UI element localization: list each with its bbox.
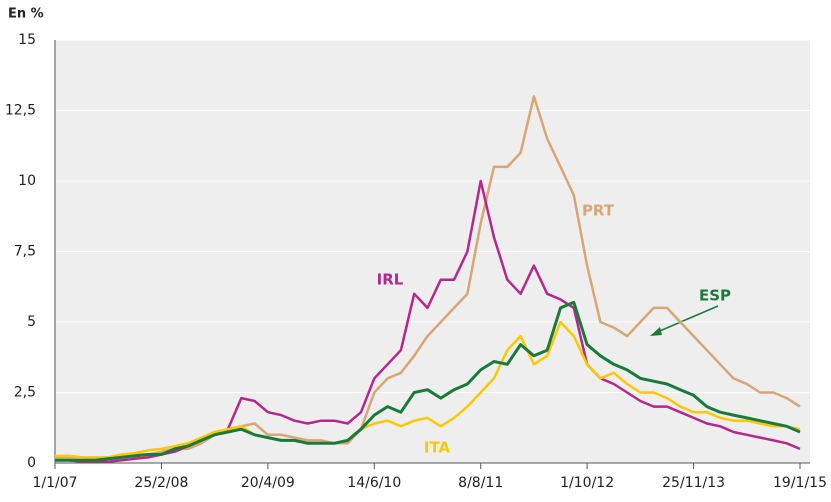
esp-pointer-head	[650, 327, 662, 336]
y-tick-label: 2,5	[14, 385, 36, 401]
series-line	[55, 320, 801, 459]
series-label: ESP	[699, 287, 731, 305]
y-tick-label: 15	[18, 32, 36, 48]
series-line	[55, 179, 801, 463]
x-tick-label: 20/4/09	[241, 475, 295, 491]
x-tick-label: 25/11/13	[662, 475, 725, 491]
x-tick-label: 1/10/12	[560, 475, 614, 491]
y-tick-label: 5	[27, 314, 36, 330]
x-tick-label: 19/1/15	[773, 475, 827, 491]
y-axis-label: En %	[8, 7, 44, 22]
esp-pointer	[654, 305, 719, 334]
series-label: PRT	[582, 202, 615, 220]
x-tick-label: 1/1/07	[32, 475, 77, 491]
x-tick-label: 8/8/11	[458, 475, 503, 491]
y-tick-label: 7,5	[14, 244, 36, 260]
series-label: ITA	[424, 439, 451, 457]
y-tick-label: 0	[27, 455, 36, 471]
y-tick-label: 12,5	[5, 103, 36, 119]
x-tick-label: 25/2/08	[134, 475, 188, 491]
series-label: IRL	[377, 271, 404, 289]
series-line	[55, 300, 801, 462]
x-tick-label: 14/6/10	[347, 475, 401, 491]
y-tick-label: 10	[18, 173, 36, 189]
